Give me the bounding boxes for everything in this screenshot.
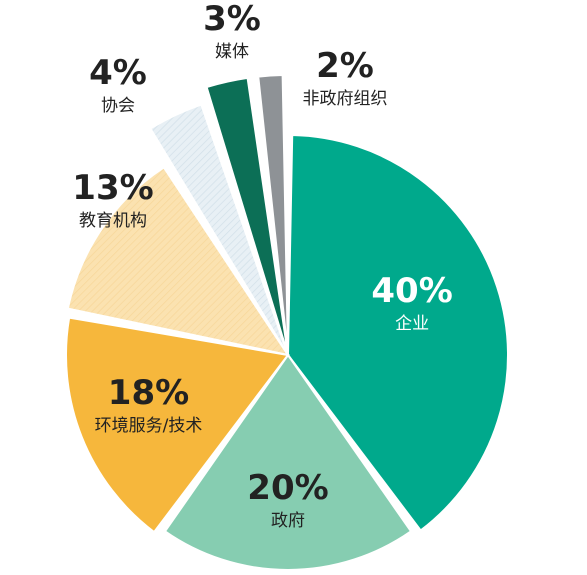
slice-category-label: 企业 <box>395 314 429 334</box>
pie-slice-1 <box>286 134 509 532</box>
pie-slice-3 <box>65 316 290 534</box>
slice-category-label: 非政府组织 <box>303 89 388 109</box>
slice-category-label: 媒体 <box>215 42 249 62</box>
slice-category-label: 教育机构 <box>79 211 147 231</box>
pie-slice-6 <box>205 76 289 356</box>
slice-value-label: 4% <box>89 53 147 93</box>
slice-value-label: 13% <box>72 168 153 208</box>
slice-category-label: 协会 <box>101 96 135 116</box>
slice-value-label: 3% <box>203 0 261 39</box>
pie-slice-7 <box>257 74 289 356</box>
slice-value-label: 2% <box>316 46 374 86</box>
slice-category-label: 政府 <box>271 511 305 531</box>
pie-slice-2 <box>163 353 413 571</box>
pie-slice-5 <box>148 103 289 356</box>
slice-category-label: 环境服务/技术 <box>95 416 203 436</box>
slice-value-label: 20% <box>247 468 328 508</box>
slice-value-label: 18% <box>108 373 189 413</box>
slice-value-label: 40% <box>371 271 452 311</box>
pie-slice-4 <box>66 165 291 357</box>
